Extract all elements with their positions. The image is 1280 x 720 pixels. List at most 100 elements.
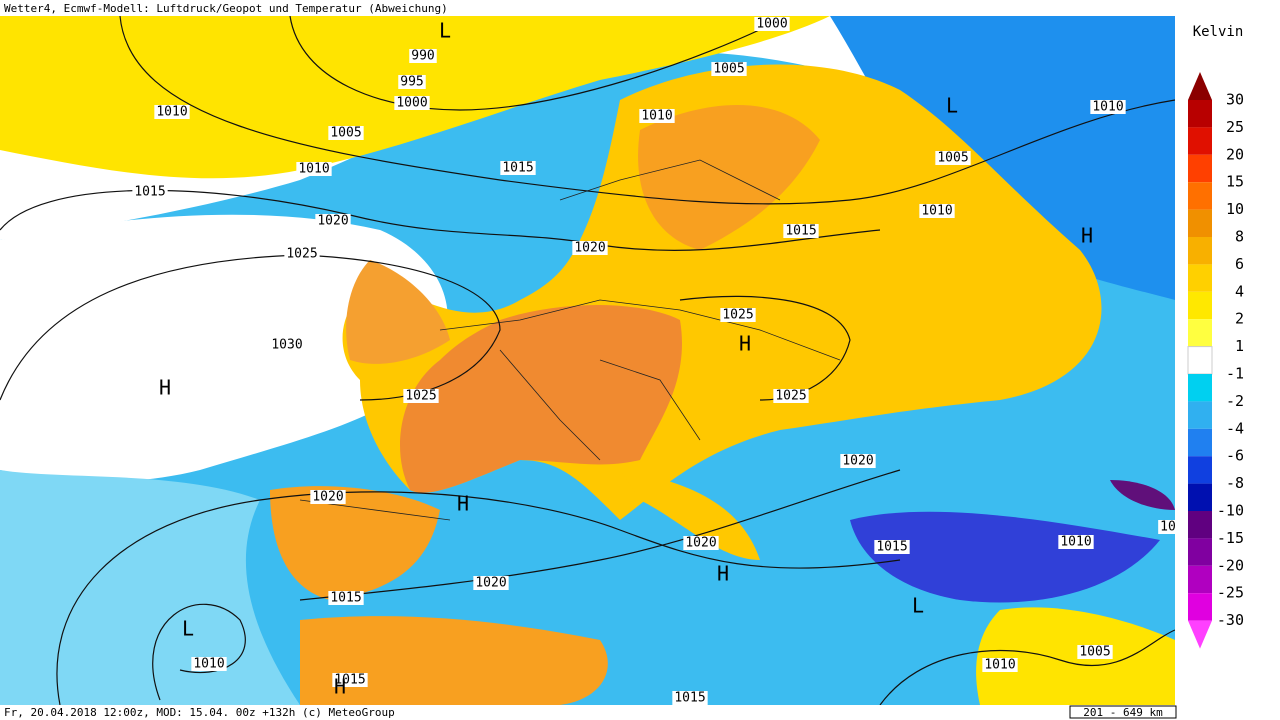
isobar-labels: 1000 990 995 1000 1005 1010 1010 1010 1005 1005 10…	[132, 17, 1178, 706]
isobar-label: 1000	[756, 17, 787, 32]
country-borders	[299, 159, 841, 521]
isobar-label-box	[191, 657, 227, 671]
isobar-label-box	[982, 658, 1018, 672]
isobar-label-box	[132, 185, 168, 199]
isobar-label-box	[296, 162, 332, 176]
legend-label: 10	[1226, 200, 1244, 218]
isobar-label: 1025	[775, 389, 806, 404]
legend-swatch	[1188, 264, 1212, 292]
isobar-label-box	[328, 591, 364, 605]
isobar-label: 1015	[134, 185, 165, 200]
isobar-label-box	[398, 75, 426, 89]
isobar-label: 1030	[271, 338, 302, 353]
isobar-label: 1020	[475, 576, 506, 591]
pressure-centers: L L H H H H H L L H	[159, 19, 1093, 699]
legend-label: 1	[1235, 337, 1244, 355]
isobar-label-box	[935, 151, 971, 165]
isobar-label-box	[672, 691, 708, 705]
legend-label: -30	[1217, 611, 1244, 629]
warm-area	[300, 616, 608, 705]
header-bar	[0, 0, 1280, 16]
isobar-label: 1010	[984, 658, 1015, 673]
legend-label: -4	[1226, 419, 1244, 437]
isobar-label-box	[409, 49, 437, 63]
pressure-center: H	[457, 492, 469, 516]
isobar-label-box	[394, 96, 430, 110]
isobar-label-box	[773, 389, 809, 403]
legend-label: -1	[1226, 365, 1244, 383]
isobar-label: 1020	[317, 214, 348, 229]
pressure-center: H	[739, 332, 751, 356]
isobar-label: 1020	[842, 454, 873, 469]
isobar-label: 1025	[286, 247, 317, 262]
pressure-center: L	[439, 19, 451, 43]
legend-label: -2	[1226, 392, 1244, 410]
warm-area	[270, 486, 440, 600]
footer-bar	[0, 705, 1280, 720]
isobar-label: 1000	[396, 96, 427, 111]
isobar-label: 1010	[921, 204, 952, 219]
legend-label: -6	[1226, 447, 1244, 465]
legend-swatch	[1188, 456, 1212, 484]
isobar-label-box	[500, 161, 536, 175]
legend-label: 2	[1235, 310, 1244, 328]
legend-swatch	[1188, 511, 1212, 539]
legend-arrow-bottom	[1188, 620, 1212, 649]
pressure-center: L	[182, 617, 194, 641]
isobar-label: 1015	[502, 161, 533, 176]
legend-label: 15	[1226, 173, 1244, 191]
isobar-label-box	[154, 105, 190, 119]
cold-anomaly-area	[1110, 480, 1175, 510]
isobar-label-box	[754, 17, 790, 31]
scale-box	[1069, 705, 1177, 719]
isobar-label-box	[840, 454, 876, 468]
isobar-label-box	[711, 62, 747, 76]
isobar	[0, 189, 881, 251]
isobar-label-box	[1090, 100, 1126, 114]
pressure-center: H	[159, 376, 171, 400]
isobar	[299, 469, 901, 601]
legend-label: 30	[1226, 91, 1244, 109]
isobar-label-box	[919, 204, 955, 218]
isobar-label-box	[328, 126, 364, 140]
legend-swatch	[1188, 237, 1212, 265]
isobar-label: 1015	[334, 673, 365, 688]
warm-area	[976, 607, 1175, 705]
pressure-center: L	[912, 594, 924, 618]
map: 1000 990 995 1000 1005 1010 1010 1010 1005 1005 10…	[0, 15, 1178, 706]
isobar-label-box	[1077, 645, 1113, 659]
isobar-label: 1020	[685, 536, 716, 551]
isobar-label: 1010	[1060, 535, 1091, 550]
legend-swatch	[1188, 483, 1212, 511]
legend-swatch	[1188, 291, 1212, 320]
isobar-label-box	[473, 576, 509, 590]
cold-anomaly-area	[0, 470, 300, 705]
pressure-center: H	[334, 675, 346, 699]
neutral-area	[0, 214, 448, 482]
legend-swatch	[1188, 127, 1212, 155]
isobar-label: 1020	[574, 241, 605, 256]
isobar-label: 1005	[1079, 645, 1110, 660]
isobar-label: 1015	[785, 224, 816, 239]
isobar	[289, 15, 781, 111]
isobar	[56, 491, 901, 706]
isobar-label-box	[572, 241, 608, 255]
legend-swatch	[1188, 565, 1212, 594]
legend-swatch	[1188, 374, 1212, 402]
isobar	[879, 629, 1176, 706]
pressure-center: L	[946, 94, 958, 118]
legend-label: -25	[1217, 584, 1244, 602]
legend-unit: Kelvin	[1193, 24, 1244, 40]
legend: 30 25 20 15 10 8 6 4 2 1 -1 -2 -4 -6 -8 -10 -15 -20 -25 -30	[1187, 72, 1244, 649]
isobar-label-box	[783, 224, 819, 238]
legend-swatch	[1188, 593, 1212, 621]
legend-swatch	[1188, 154, 1212, 183]
legend-swatch	[1188, 401, 1212, 429]
footer-text: Fr, 20.04.2018 12:00z, MOD: 15.04. 00z +…	[4, 706, 395, 719]
cold-anomaly-area	[830, 16, 1175, 300]
isobar-label: 1015	[674, 691, 705, 706]
isobar	[119, 15, 1176, 205]
isobar-label-box	[874, 540, 910, 554]
isobar-label: 995	[400, 75, 423, 90]
